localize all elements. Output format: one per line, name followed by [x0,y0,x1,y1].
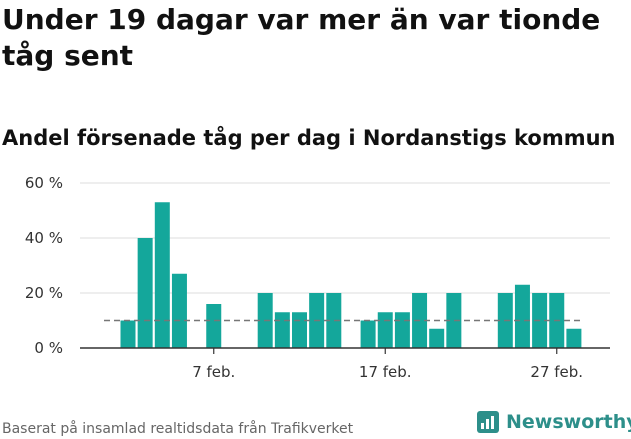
bar [446,293,462,348]
y-tick-label: 0 % [34,339,63,357]
bar [154,202,170,348]
bar [137,238,153,348]
bar [206,304,222,348]
bar [360,320,376,348]
bar [429,328,445,348]
newsworthy-logo: Newsworthy [476,409,631,435]
newsworthy-logo-icon [477,411,499,433]
bar [514,284,530,348]
x-tick-label: 17 feb. [359,363,412,381]
bar [377,312,393,348]
chart-subtitle: Andel försenade tåg per dag i Nordanstig… [2,126,616,150]
y-tick-label: 20 % [25,284,63,302]
x-tick-label: 7 feb. [192,363,235,381]
y-tick-label: 60 % [25,174,63,192]
bar [566,328,582,348]
x-axis-ticks: 7 feb. 17 feb. 27 feb. [192,348,583,381]
source-note: Baserat på insamlad realtidsdata från Tr… [2,421,354,437]
bar [394,312,410,348]
brand-name: Newsworthy [506,411,631,433]
x-tick-label: 27 feb. [530,363,583,381]
bar-chart: 0 % 20 % 40 % 60 % 7 feb. 17 feb. 27 feb. [25,174,610,381]
bar [326,293,342,348]
y-tick-label: 40 % [25,229,63,247]
bar [120,320,136,348]
bar [171,273,187,348]
bars [120,202,582,348]
chart-title: Under 19 dagar var mer än var tionde tåg… [2,3,601,72]
y-axis-ticks: 0 % 20 % 40 % 60 % [25,174,63,357]
bar [292,312,307,348]
bar [274,312,290,348]
